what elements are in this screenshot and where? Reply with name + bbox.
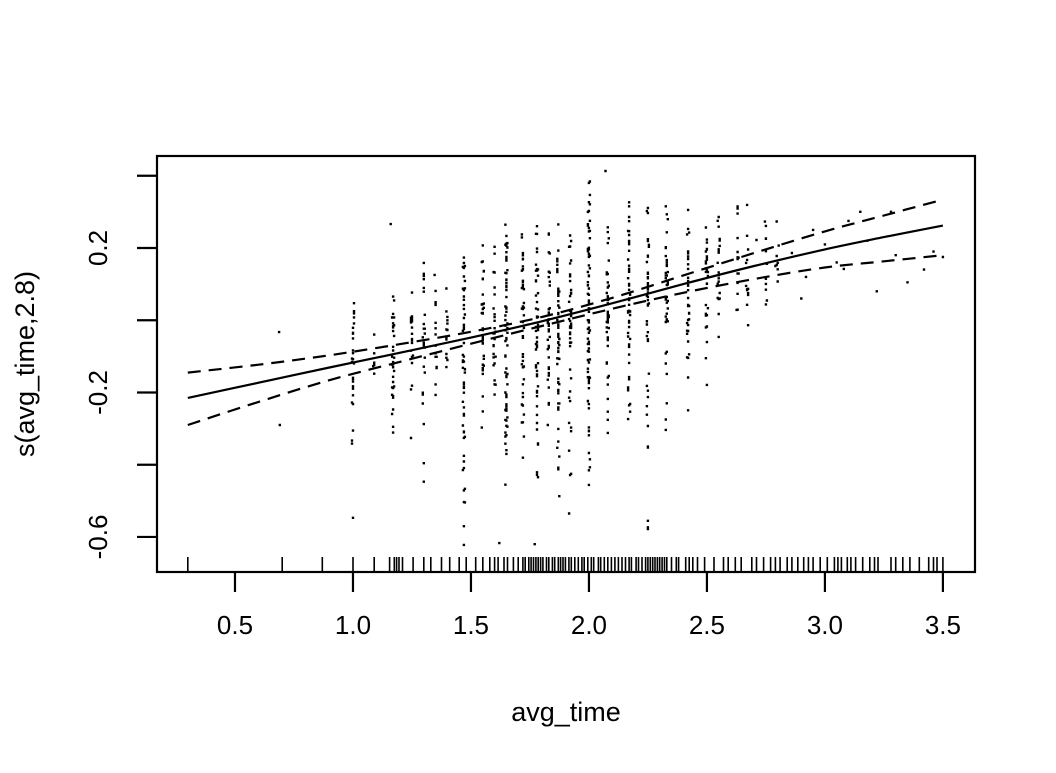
partial-residual-points [277,169,945,547]
y-tick-label: -0.2 [83,370,113,415]
x-tick-label: 3.0 [807,610,843,640]
x-axis-title: avg_time [511,697,621,727]
y-tick-label: -0.6 [83,515,113,560]
y-axis-tick-labels: 0.2 -0.2 -0.6 [83,230,113,559]
plot-box [155,154,977,574]
confidence-band-lower-line [187,254,944,427]
x-tick-label: 1.5 [453,610,489,640]
y-axis-title: s(avg_time,2.8) [10,271,40,457]
x-tick-mark [233,572,945,592]
confidence-band-upper-line [187,198,944,374]
x-tick-label: 2.0 [571,610,607,640]
smooth-fit-line [187,224,944,399]
y-tick-label: 0.2 [83,230,113,266]
x-tick-label: 3.5 [925,610,961,640]
x-axis-tick-labels: 0.5 1.0 1.5 2.0 2.5 3.0 3.5 [217,610,961,640]
x-axis-ticks [233,572,945,592]
rug-marks [187,557,944,571]
x-tick-label: 1.0 [335,610,371,640]
x-tick-label: 2.5 [689,610,725,640]
y-axis-ticks [137,174,157,539]
x-tick-label: 0.5 [217,610,253,640]
y-tick-mark [137,174,157,539]
